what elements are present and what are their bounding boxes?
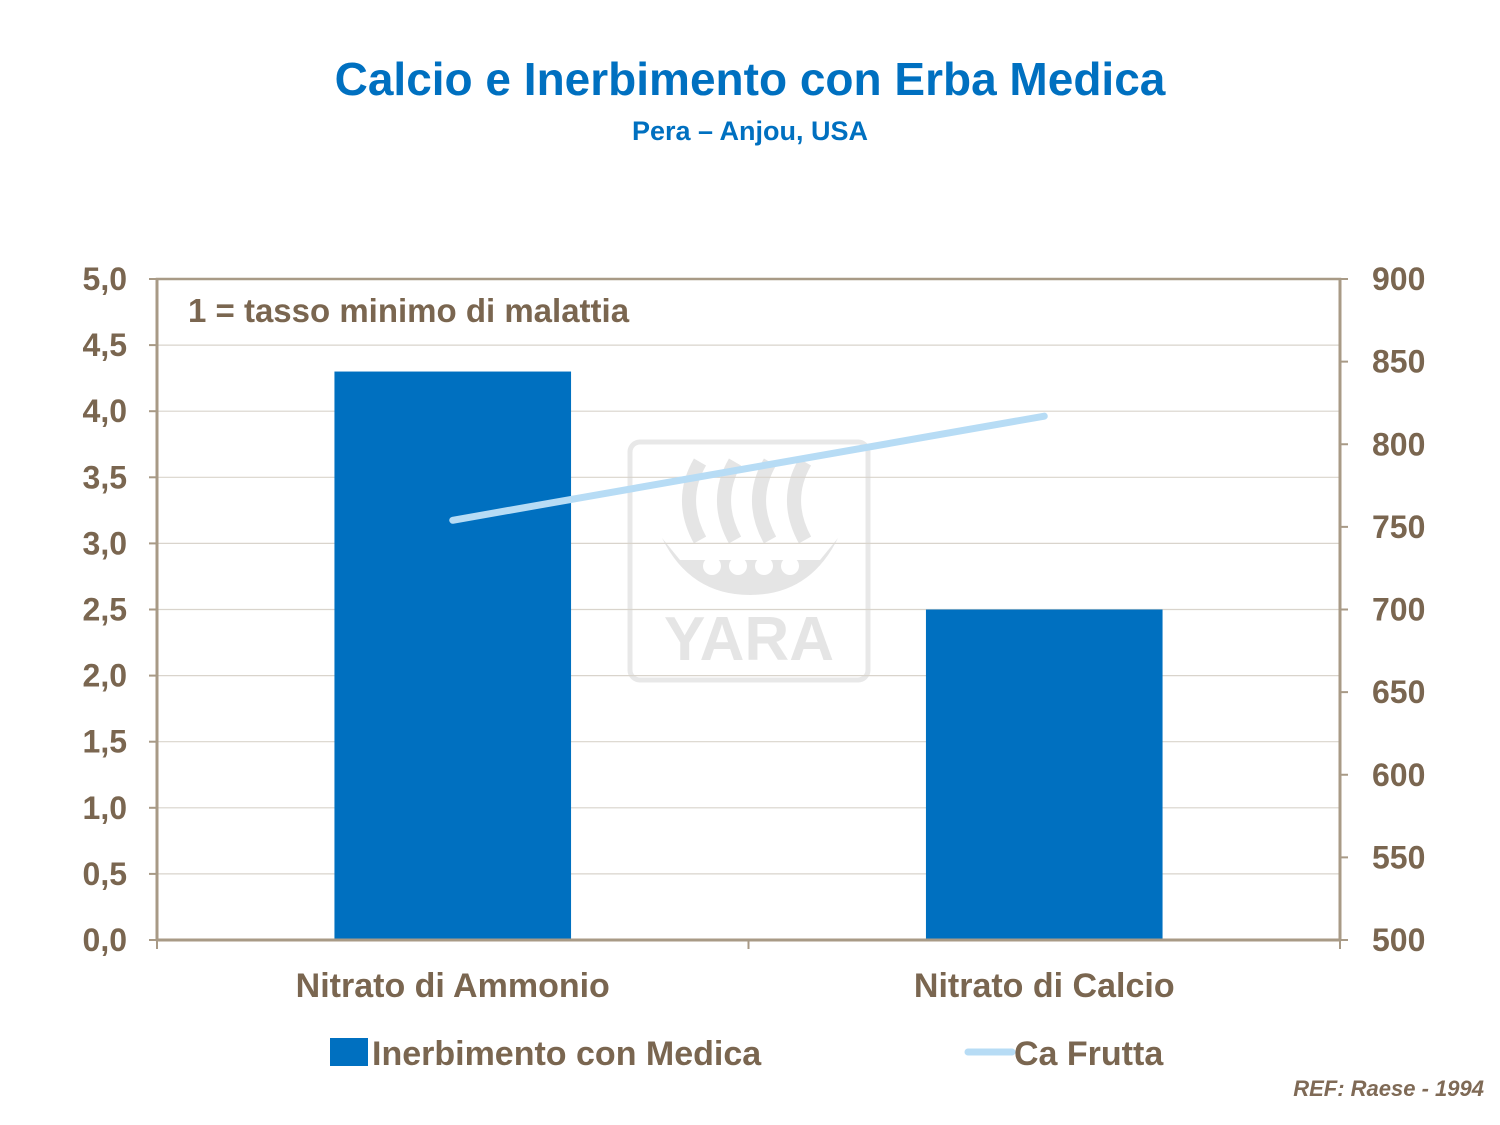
bar (925, 609, 1163, 940)
left-tick-label: 0,5 (83, 856, 127, 892)
category-label: Nitrato di Calcio (914, 967, 1175, 1005)
line-series (449, 412, 1048, 524)
left-tick-label: 4,5 (83, 327, 127, 363)
legend-label-bar: Inerbimento con Medica (372, 1035, 762, 1073)
legend-swatch-bar (330, 1038, 368, 1066)
chart-subtitle: Pera – Anjou, USA (631, 116, 869, 146)
right-axis-ticks: 500 550 600 650 700 750 800 850 900 (1340, 261, 1425, 958)
right-tick-label: 600 (1372, 757, 1425, 793)
left-axis-ticks: 0,0 0,5 1,0 1,5 2,0 2,5 3,0 3,5 4,0 4,5 5,0 (83, 261, 157, 958)
right-tick-label: 900 (1372, 261, 1425, 297)
watermark-text: YARA (664, 605, 834, 674)
left-tick-label: 1,5 (83, 724, 127, 760)
annotation-text: 1 = tasso minimo di malattia (188, 292, 630, 329)
left-tick-label: 1,0 (83, 790, 127, 826)
left-tick-label: 3,0 (83, 525, 127, 561)
right-tick-label: 500 (1372, 922, 1425, 958)
reference-note: REF: Raese - 1994 (1293, 1076, 1484, 1101)
yara-watermark-icon: YARA (627, 439, 871, 683)
bar (334, 371, 572, 940)
right-tick-label: 550 (1372, 839, 1425, 875)
right-tick-label: 800 (1372, 426, 1425, 462)
left-tick-label: 5,0 (83, 261, 127, 297)
left-tick-label: 2,0 (83, 658, 127, 694)
category-labels: Nitrato di Ammonio Nitrato di Calcio (296, 967, 1175, 1005)
legend: Inerbimento con Medica Ca Frutta (330, 1035, 1164, 1073)
legend-label-line: Ca Frutta (1014, 1035, 1164, 1073)
right-tick-label: 700 (1372, 592, 1425, 628)
right-tick-label: 750 (1372, 509, 1425, 545)
left-tick-label: 3,5 (83, 459, 127, 495)
left-tick-label: 2,5 (83, 592, 127, 628)
left-tick-label: 4,0 (83, 393, 127, 429)
right-tick-label: 850 (1372, 344, 1425, 380)
chart-title: Calcio e Inerbimento con Erba Medica (334, 53, 1166, 105)
right-tick-label: 650 (1372, 674, 1425, 710)
category-label: Nitrato di Ammonio (296, 967, 610, 1005)
left-tick-label: 0,0 (83, 922, 127, 958)
bar-series (334, 371, 1163, 940)
ca-frutta-line (449, 412, 1048, 524)
